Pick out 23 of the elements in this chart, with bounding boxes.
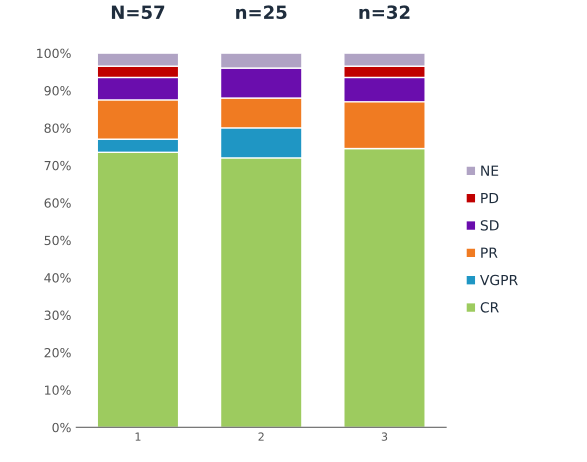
- y-tick-label: 80%: [44, 123, 71, 133]
- y-tick-label: 90%: [44, 86, 71, 96]
- legend-label: CR: [480, 302, 499, 313]
- y-tick-label: 0%: [52, 422, 71, 432]
- x-tick-label: 3: [382, 432, 388, 441]
- y-tick-label: 40%: [44, 273, 71, 283]
- x-tick-label: 2: [258, 432, 264, 441]
- x-tick-label: 1: [136, 432, 140, 441]
- annotation: n=25: [236, 5, 287, 20]
- y-tick-label: 20%: [44, 348, 71, 358]
- legend-label: SD: [480, 220, 499, 231]
- legend-label: VGPR: [480, 274, 518, 286]
- legend-label: NE: [481, 166, 498, 176]
- y-tick-label: 10%: [45, 385, 71, 395]
- annotation: N=57: [112, 6, 164, 20]
- legend-label: PD: [481, 192, 498, 204]
- y-tick-label: 70%: [44, 160, 71, 170]
- y-tick-label: 100%: [37, 48, 71, 58]
- legend-label: PR: [481, 248, 498, 258]
- y-tick-label: 50%: [44, 236, 71, 246]
- y-tick-label: 30%: [44, 310, 71, 320]
- y-tick-label: 60%: [44, 198, 71, 208]
- annotation: n=32: [359, 5, 410, 20]
